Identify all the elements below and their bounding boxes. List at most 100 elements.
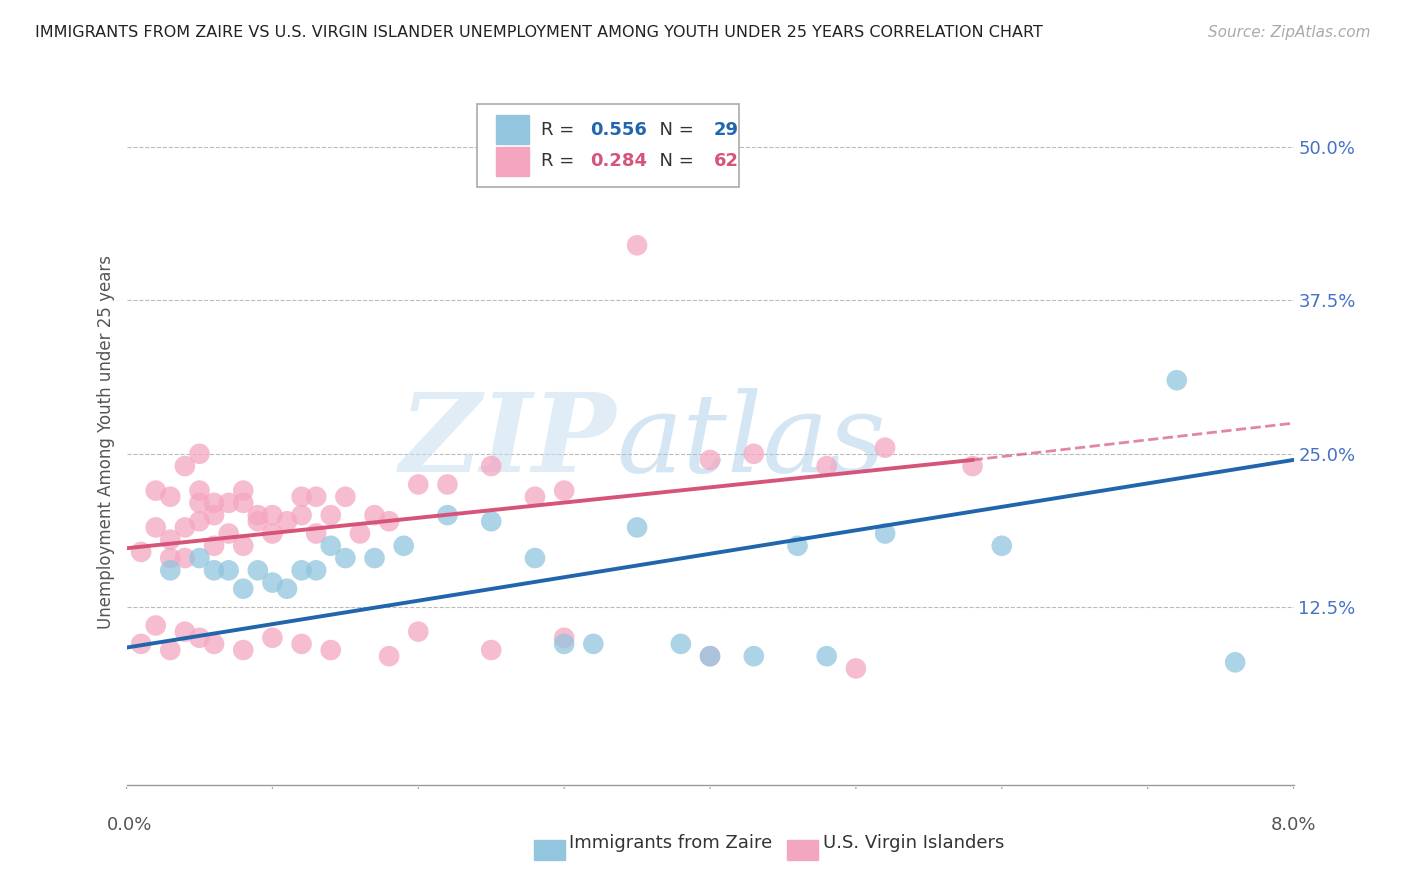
Point [962, 458, 984, 473]
Point [174, 624, 197, 639]
Text: R =: R = [541, 153, 579, 170]
Point [159, 490, 181, 504]
Point [363, 508, 385, 523]
Point [990, 539, 1012, 553]
Text: atlas: atlas [617, 388, 886, 495]
FancyBboxPatch shape [477, 103, 740, 187]
Point [408, 624, 430, 639]
Point [553, 637, 575, 651]
Point [626, 520, 648, 534]
Point [290, 637, 312, 651]
Point [553, 483, 575, 498]
Text: N =: N = [648, 120, 700, 139]
Bar [496, 115, 529, 145]
Point [159, 551, 181, 566]
Bar [496, 147, 529, 176]
Text: N =: N = [648, 153, 700, 170]
Point [159, 563, 181, 577]
Text: 62: 62 [713, 153, 738, 170]
Point [363, 551, 385, 566]
Point [335, 490, 357, 504]
Point [262, 508, 284, 523]
Point [1166, 373, 1188, 387]
Point [319, 539, 342, 553]
Point [436, 508, 458, 523]
Point [319, 508, 342, 523]
Point [188, 551, 211, 566]
Point [145, 618, 167, 632]
Point [232, 539, 254, 553]
Point [174, 520, 197, 534]
Point [699, 649, 721, 664]
Point [188, 483, 211, 498]
Point [436, 477, 458, 491]
Point [349, 526, 371, 541]
Point [232, 496, 254, 510]
Point [873, 441, 897, 455]
Point [202, 539, 225, 553]
Point [188, 631, 211, 645]
Point [290, 563, 312, 577]
Point [232, 643, 254, 657]
Point [145, 520, 167, 534]
Point [1223, 655, 1247, 669]
Point [319, 643, 342, 657]
Point [202, 496, 225, 510]
Point [159, 533, 181, 547]
Point [873, 526, 897, 541]
Point [202, 508, 225, 523]
Text: Immigrants from Zaire: Immigrants from Zaire [569, 834, 773, 852]
Point [479, 458, 502, 473]
Point [408, 477, 430, 491]
Text: 0.556: 0.556 [591, 120, 647, 139]
Point [742, 447, 765, 461]
Point [335, 551, 357, 566]
Point [479, 643, 502, 657]
Point [218, 526, 240, 541]
Text: 8.0%: 8.0% [1271, 816, 1316, 834]
Point [202, 563, 225, 577]
Point [262, 526, 284, 541]
Point [815, 649, 838, 664]
Point [523, 551, 546, 566]
Point [582, 637, 605, 651]
Point [479, 514, 502, 528]
Text: 29: 29 [713, 120, 738, 139]
Point [699, 649, 721, 664]
Point [188, 447, 211, 461]
Point [188, 496, 211, 510]
Point [246, 508, 269, 523]
Text: U.S. Virgin Islanders: U.S. Virgin Islanders [823, 834, 1004, 852]
Y-axis label: Unemployment Among Youth under 25 years: Unemployment Among Youth under 25 years [97, 254, 115, 629]
Point [290, 490, 312, 504]
Point [218, 496, 240, 510]
Point [378, 514, 401, 528]
Point [305, 490, 328, 504]
Text: ZIP: ZIP [401, 388, 617, 495]
Point [305, 563, 328, 577]
Point [145, 483, 167, 498]
Point [699, 453, 721, 467]
Text: 0.284: 0.284 [591, 153, 647, 170]
Point [378, 649, 401, 664]
Point [218, 563, 240, 577]
Point [276, 582, 298, 596]
Point [174, 551, 197, 566]
Point [845, 661, 868, 675]
Point [290, 508, 312, 523]
Point [129, 637, 152, 651]
Point [742, 649, 765, 664]
Point [786, 539, 808, 553]
Point [232, 483, 254, 498]
Point [129, 545, 152, 559]
Point [246, 563, 269, 577]
Text: 0.0%: 0.0% [107, 816, 152, 834]
Point [232, 582, 254, 596]
Text: Source: ZipAtlas.com: Source: ZipAtlas.com [1208, 25, 1371, 40]
Point [626, 238, 648, 252]
Point [246, 514, 269, 528]
Text: IMMIGRANTS FROM ZAIRE VS U.S. VIRGIN ISLANDER UNEMPLOYMENT AMONG YOUTH UNDER 25 : IMMIGRANTS FROM ZAIRE VS U.S. VIRGIN ISL… [35, 25, 1043, 40]
Text: R =: R = [541, 120, 579, 139]
Point [202, 637, 225, 651]
Point [174, 458, 197, 473]
